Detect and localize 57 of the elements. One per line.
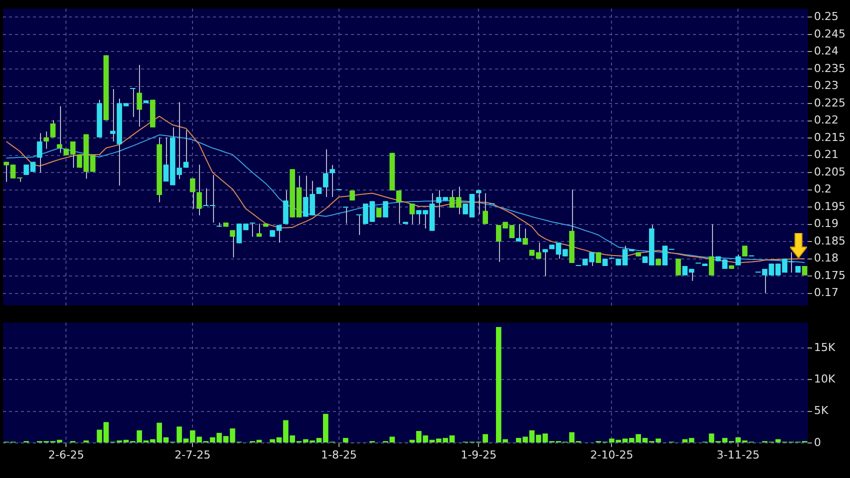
y-tick-label: 0.17 bbox=[814, 286, 838, 300]
y-tick-label: 0.21 bbox=[814, 148, 838, 162]
candlestick bbox=[376, 207, 382, 218]
y-tick-label: 0.195 bbox=[814, 200, 846, 213]
y-tick-label: 0.175 bbox=[814, 268, 846, 282]
bar bbox=[342, 438, 348, 442]
x-tick-label: 3-11-25 bbox=[716, 448, 760, 462]
candlestick bbox=[476, 190, 482, 215]
candlestick bbox=[676, 258, 681, 276]
y-tick-label: 0.215 bbox=[814, 130, 846, 144]
y-tick-label: 0.24 bbox=[814, 44, 838, 58]
candlestick bbox=[802, 266, 808, 276]
candlestick bbox=[482, 192, 488, 224]
y-tick-label: 5K bbox=[814, 404, 829, 418]
candlestick bbox=[130, 88, 136, 118]
candlestick bbox=[250, 222, 256, 238]
candlestick bbox=[735, 254, 741, 266]
y-tick-label: 0.2 bbox=[814, 182, 832, 196]
candlestick bbox=[409, 203, 415, 224]
x-tick-label: 1-9-25 bbox=[460, 448, 497, 462]
y-tick-label: 0.185 bbox=[814, 234, 846, 248]
x-tick-label: 2-7-25 bbox=[174, 448, 211, 462]
y-tick-label: 0 bbox=[814, 436, 821, 449]
y-tick-label: 0.245 bbox=[814, 27, 846, 40]
candlestick bbox=[283, 190, 288, 224]
x-tick-label: 1-8-25 bbox=[321, 448, 357, 462]
y-tick-label: 0.25 bbox=[814, 10, 838, 24]
candlestick bbox=[36, 132, 42, 174]
y-tick-label: 10K bbox=[814, 372, 836, 386]
candlestick bbox=[44, 130, 49, 150]
candlestick bbox=[136, 64, 142, 128]
y-tick-label: 0.18 bbox=[814, 252, 838, 265]
candlestick bbox=[323, 148, 328, 198]
y-tick-label: 0.205 bbox=[814, 165, 846, 178]
candlestick bbox=[196, 164, 202, 216]
y-tick-label: 0.225 bbox=[814, 96, 846, 110]
candlestick bbox=[342, 206, 348, 224]
candlestick bbox=[256, 223, 262, 238]
candlestick bbox=[56, 106, 62, 154]
x-tick-label: 2-10-25 bbox=[590, 448, 634, 462]
candlestick bbox=[190, 178, 196, 210]
y-tick-label: 15K bbox=[814, 340, 836, 354]
candlestick bbox=[708, 224, 714, 276]
candlestick bbox=[516, 223, 522, 242]
y-tick-label: 0.19 bbox=[814, 217, 838, 230]
candlestick bbox=[50, 120, 56, 138]
y-tick-label: 0.235 bbox=[814, 62, 846, 75]
candlestick bbox=[382, 200, 388, 218]
x-tick-label: 2-6-25 bbox=[48, 448, 84, 462]
candlestick bbox=[230, 230, 236, 258]
candlestick bbox=[396, 190, 402, 224]
candlestick bbox=[330, 164, 335, 198]
candlestick bbox=[542, 248, 548, 277]
candlestick bbox=[522, 228, 528, 246]
candlestick bbox=[742, 245, 748, 257]
y-tick-label: 0.23 bbox=[814, 79, 838, 92]
y-tick-label: 0.22 bbox=[814, 114, 838, 127]
